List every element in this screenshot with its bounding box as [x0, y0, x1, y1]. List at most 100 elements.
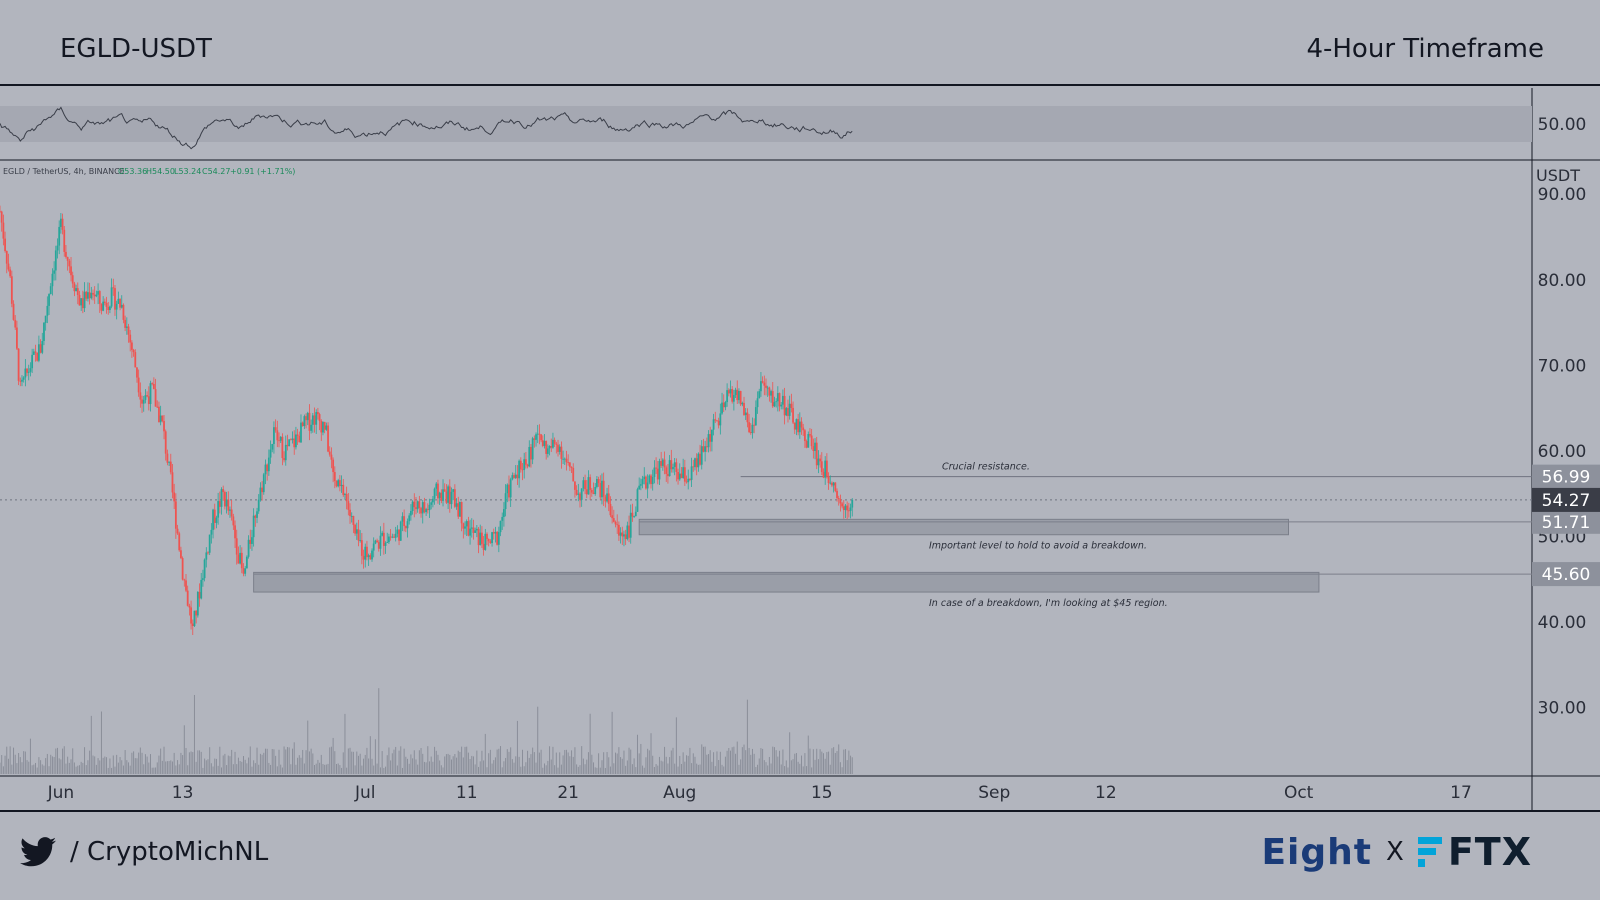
- candle-body: [540, 434, 543, 441]
- candle-body: [447, 486, 450, 503]
- candle-body: [584, 480, 586, 490]
- volume-bar: [263, 752, 265, 774]
- volume-bar: [549, 746, 551, 774]
- volume-bar: [466, 746, 468, 774]
- candle-body: [506, 484, 509, 494]
- volume-bar: [508, 751, 510, 774]
- volume-bar: [398, 750, 400, 774]
- candle-body: [798, 421, 801, 433]
- candle-body: [552, 439, 554, 448]
- candle-body: [661, 459, 664, 466]
- level-price-text: 51.71: [1542, 513, 1591, 533]
- candle-body: [599, 483, 602, 498]
- candle-body: [360, 540, 363, 556]
- volume-bar: [439, 760, 441, 774]
- candle-body: [399, 521, 402, 541]
- volume-bar: [352, 751, 354, 774]
- x-tick-label: 11: [456, 783, 478, 803]
- volume-bar: [308, 751, 310, 774]
- candle-body: [589, 477, 592, 490]
- candle-body: [768, 387, 771, 396]
- candle-body: [479, 532, 482, 546]
- volume-bar: [834, 752, 836, 774]
- volume-bar: [714, 766, 716, 774]
- candle-body: [98, 291, 101, 304]
- volume-bar: [221, 767, 223, 774]
- candle-body: [93, 294, 96, 297]
- volume-bar: [708, 754, 710, 774]
- candle-body: [105, 302, 108, 308]
- candle-body: [127, 326, 130, 335]
- volume-bar: [18, 753, 20, 774]
- candle-body: [296, 434, 299, 436]
- candle-body: [24, 368, 27, 378]
- candle-body: [352, 515, 355, 525]
- candle-body: [376, 540, 378, 543]
- volume-bar: [293, 742, 295, 774]
- candle-body: [29, 368, 32, 372]
- candle-body: [269, 449, 272, 458]
- volume-bar: [606, 752, 608, 774]
- candle-body: [196, 592, 199, 616]
- candle-body: [264, 464, 267, 475]
- volume-bar: [489, 749, 491, 774]
- volume-bar: [434, 746, 436, 774]
- candle-body: [842, 506, 845, 511]
- candle-body: [440, 492, 443, 501]
- volume-bar: [281, 767, 283, 774]
- volume-bar: [449, 754, 451, 774]
- volume-bar: [760, 748, 762, 774]
- volume-bar: [35, 762, 37, 774]
- volume-bar: [290, 764, 292, 774]
- volume-bar: [496, 749, 498, 774]
- candle-body: [73, 283, 76, 292]
- candle-body: [475, 528, 478, 531]
- volume-bar: [302, 749, 304, 774]
- volume-bar: [55, 748, 57, 774]
- volume-bar: [112, 755, 114, 774]
- candle-body: [668, 460, 671, 477]
- candle-body: [362, 555, 365, 560]
- volume-bar: [156, 762, 158, 774]
- volume-bar: [149, 754, 151, 774]
- volume-bar: [833, 747, 835, 774]
- candle-body: [202, 578, 204, 580]
- candle-body: [102, 301, 105, 311]
- volume-bar: [831, 748, 833, 774]
- volume-bar: [305, 750, 307, 774]
- y-tick-label: 60.00: [1538, 442, 1587, 462]
- candle-body: [244, 568, 247, 574]
- candle-body: [739, 390, 742, 405]
- volume-bar: [92, 755, 94, 774]
- volume-bar: [403, 748, 405, 774]
- volume-bar: [344, 713, 346, 774]
- candle-body: [481, 532, 483, 544]
- volume-bar: [427, 746, 429, 774]
- volume-bar: [1, 755, 3, 774]
- volume-bar: [121, 760, 123, 774]
- candle-body: [702, 446, 705, 452]
- candle-body: [568, 462, 571, 467]
- volume-bar: [171, 761, 173, 774]
- candle-body: [675, 462, 678, 473]
- brand-lockup: Eight X FTX: [1261, 830, 1532, 874]
- volume-bar: [838, 744, 840, 774]
- volume-bar: [187, 765, 189, 774]
- candle-body: [443, 489, 446, 492]
- volume-bar: [73, 762, 75, 774]
- candle-body: [614, 521, 617, 525]
- candle-body: [579, 493, 581, 500]
- volume-bar: [292, 748, 294, 774]
- candle-body: [736, 389, 739, 401]
- volume-bar: [2, 766, 4, 774]
- candle-body: [276, 430, 279, 441]
- candle-body: [291, 438, 294, 440]
- volume-bar: [543, 763, 545, 774]
- volume-bar: [599, 767, 601, 774]
- level-annotation: In case of a breakdown, I'm looking at $…: [929, 598, 1168, 609]
- volume-bar: [117, 762, 119, 774]
- volume-bar: [635, 767, 637, 774]
- volume-bar: [658, 756, 660, 774]
- candle-body: [119, 298, 121, 308]
